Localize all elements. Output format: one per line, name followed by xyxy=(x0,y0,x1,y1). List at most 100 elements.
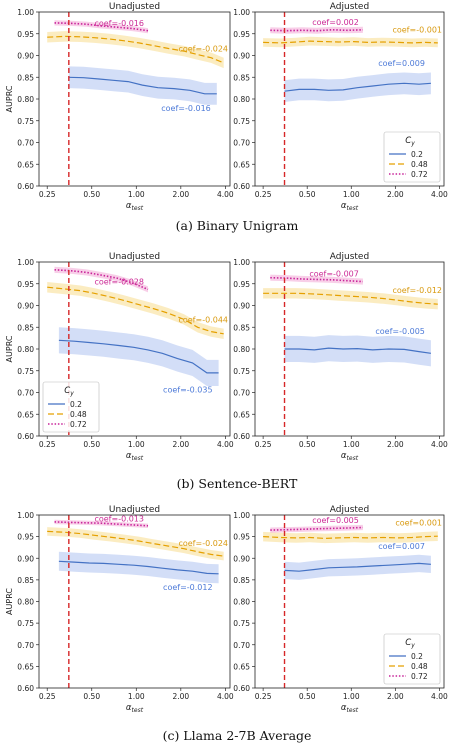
legend: Cy 0.20.480.72 xyxy=(383,633,441,685)
x-tick-label: 0.50 xyxy=(83,440,100,449)
coef-label-0.48: coef=-0.012 xyxy=(392,286,442,295)
line-series-0.72 xyxy=(54,269,149,291)
x-tick-label: 1.00 xyxy=(128,190,145,199)
x-tick-label: 0.50 xyxy=(299,692,316,701)
legend-box xyxy=(383,131,441,183)
y-tick-label: 0.80 xyxy=(233,598,250,607)
panel-title: Adjusted xyxy=(330,252,369,262)
x-tick-label: 1.00 xyxy=(343,692,360,701)
x-axis-label-subscript: test xyxy=(132,455,144,462)
band-series-0.2 xyxy=(58,327,219,386)
panel-title: Adjusted xyxy=(330,505,369,515)
legend-entry-0.2: 0.2 xyxy=(411,652,423,661)
legend-entry-0.72: 0.72 xyxy=(411,672,428,681)
y-tick-label: 0.95 xyxy=(17,533,34,542)
y-axis-label: AUPRC xyxy=(5,588,14,615)
x-axis-label: αtest xyxy=(341,201,359,212)
legend: Cy 0.20.480.72 xyxy=(42,381,100,433)
panel-unadjusted: Unadjusted coef=-0.016 coef=-0.024 coef=-0.… xyxy=(5,2,234,212)
y-tick-label: 1.00 xyxy=(17,511,34,520)
y-tick-label: 1.00 xyxy=(233,511,250,520)
legend-entry-0.48: 0.48 xyxy=(70,410,87,419)
y-tick-label: 0.65 xyxy=(17,662,34,671)
x-axis-label-subscript: test xyxy=(347,455,359,462)
line-series-0.48 xyxy=(47,35,224,64)
band-series-0.48 xyxy=(263,36,438,48)
band-series-0.48 xyxy=(47,527,224,561)
y-tick-label: 0.95 xyxy=(233,30,250,39)
y-tick-label: 0.85 xyxy=(233,323,250,332)
y-tick-label: 0.80 xyxy=(17,95,34,104)
x-axis-label-subscript: test xyxy=(347,205,359,212)
band-series-0.48 xyxy=(47,282,224,339)
band-series-0.48 xyxy=(263,288,438,310)
x-tick-label: 0.50 xyxy=(299,190,316,199)
x-tick-label: 0.25 xyxy=(39,440,56,449)
x-tick-label: 2.00 xyxy=(172,190,189,199)
panel-title: Unadjusted xyxy=(109,2,160,12)
y-tick-label: 1.00 xyxy=(17,258,34,267)
y-tick-label: 0.60 xyxy=(17,684,34,693)
x-axis-label: αtest xyxy=(341,451,359,462)
line-series-0.2 xyxy=(284,562,431,572)
line-series-0.2 xyxy=(284,347,431,354)
line-series-0.2 xyxy=(58,339,219,374)
y-tick-label: 0.60 xyxy=(17,432,34,441)
coef-label-0.48: coef=-0.044 xyxy=(178,316,228,325)
y-tick-label: 0.75 xyxy=(233,367,250,376)
y-tick-label: 0.90 xyxy=(17,554,34,563)
x-tick-label: 2.00 xyxy=(387,190,404,199)
panel-unadjusted: Unadjusted coef=-0.035 coef=-0.044 coef=-0.… xyxy=(5,252,234,462)
y-tick-label: 0.95 xyxy=(233,280,250,289)
coef-label-0.72: coef=-0.028 xyxy=(94,277,144,286)
y-tick-label: 0.65 xyxy=(17,410,34,419)
line-series-0.48 xyxy=(47,530,224,557)
y-tick-label: 0.60 xyxy=(233,684,250,693)
x-axis-label: αtest xyxy=(126,201,144,212)
line-series-0.72 xyxy=(54,22,149,32)
x-tick-label: 0.25 xyxy=(255,190,272,199)
y-tick-label: 0.75 xyxy=(233,619,250,628)
legend-title-subscript: y xyxy=(410,642,415,649)
coef-label-0.2: coef=-0.005 xyxy=(375,327,425,336)
coef-label-0.72: coef=-0.013 xyxy=(94,515,144,524)
legend-entry-0.48: 0.48 xyxy=(411,160,428,169)
y-tick-label: 0.65 xyxy=(233,160,250,169)
x-tick-label: 1.00 xyxy=(128,692,145,701)
figure-caption: (b) Sentence-BERT xyxy=(177,476,298,491)
y-tick-label: 0.90 xyxy=(17,302,34,311)
line-series-0.2 xyxy=(58,560,219,575)
y-tick-label: 0.95 xyxy=(17,30,34,39)
coef-label-0.2: coef=0.007 xyxy=(378,542,425,551)
x-tick-label: 0.50 xyxy=(83,190,100,199)
y-tick-label: 0.80 xyxy=(233,95,250,104)
y-tick-label: 0.70 xyxy=(17,139,34,148)
legend-entry-0.2: 0.2 xyxy=(411,150,423,159)
legend-title-subscript: y xyxy=(69,390,74,397)
legend: Cy 0.20.480.72 xyxy=(383,131,441,183)
line-series-0.48 xyxy=(263,535,438,540)
x-tick-label: 0.50 xyxy=(299,440,316,449)
x-tick-label: 4.00 xyxy=(217,692,234,701)
y-tick-label: 1.00 xyxy=(17,8,34,17)
x-tick-label: 0.25 xyxy=(39,190,56,199)
y-tick-label: 0.60 xyxy=(17,182,34,191)
line-series-0.48 xyxy=(263,292,438,305)
panel-title: Unadjusted xyxy=(109,505,160,515)
legend-title: Cy xyxy=(64,386,74,397)
x-tick-label: 1.00 xyxy=(343,440,360,449)
figure-caption: (a) Binary Unigram xyxy=(176,218,299,233)
x-tick-label: 2.00 xyxy=(172,692,189,701)
y-tick-label: 1.00 xyxy=(233,8,250,17)
coef-label-0.72: coef=-0.016 xyxy=(94,19,144,28)
coef-label-0.2: coef=-0.016 xyxy=(161,104,211,113)
y-tick-label: 0.85 xyxy=(17,323,34,332)
legend-entry-0.72: 0.72 xyxy=(70,420,87,429)
legend-box xyxy=(42,381,100,433)
legend-title: Cy xyxy=(405,136,415,147)
chart-block-1: Unadjusted coef=-0.016 coef=-0.024 coef=-0.… xyxy=(5,2,448,233)
x-tick-label: 0.25 xyxy=(39,692,56,701)
x-tick-label: 0.50 xyxy=(83,692,100,701)
y-tick-label: 0.90 xyxy=(233,554,250,563)
